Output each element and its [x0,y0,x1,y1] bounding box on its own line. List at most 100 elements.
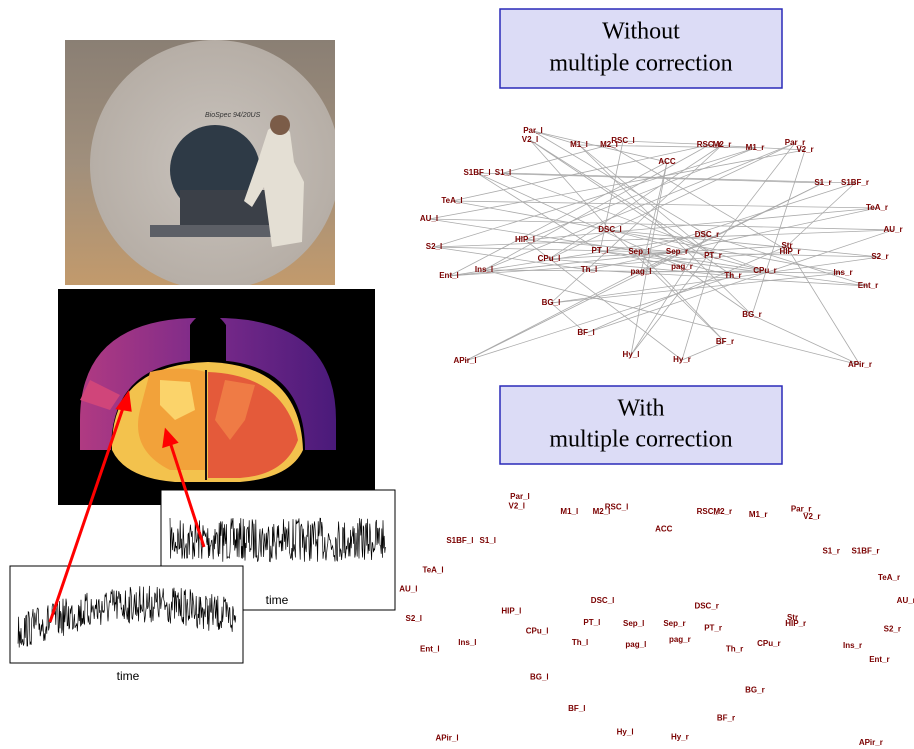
node-label: Par_l [510,492,530,501]
node-label: TeA_l [441,196,462,205]
node-label: PT_l [583,618,600,627]
axis-label: time [266,593,289,607]
time-series: time time [10,490,395,683]
panel-title: multiple correction [549,51,732,77]
node-label: M1_l [570,140,588,149]
node-label: RSC_l [605,503,629,512]
node-label: M1_r [746,143,765,152]
node-label: Hy_r [671,733,689,742]
node-label: APir_r [848,360,872,369]
node-label: M2_r [713,507,732,516]
node-label: DSC_l [598,225,622,234]
scanner-brand: BioSpec 94/20US [205,112,261,119]
panel-title: With [617,396,664,422]
node-label: HIP_l [515,235,535,244]
node-label: pag_r [669,635,691,644]
node-label: pag_r [671,262,693,271]
node-label: S1BF_l [446,536,473,545]
node-label: APir_l [435,734,458,743]
node-label: pag_l [631,267,652,276]
brain-atlas [58,289,375,505]
node-label: AU_r [897,596,914,605]
node-label: Ins_l [475,265,493,274]
node-label: TeA_r [878,573,900,582]
node-label: APir_r [859,738,883,747]
node-label: BF_r [716,337,734,346]
node-label: S1_r [822,547,839,556]
node-label: M1_r [749,510,768,519]
node-label: Th_l [581,265,597,274]
node-label: S2_r [871,252,888,261]
axis-label: time [117,669,140,683]
node-label: BG_r [745,685,765,694]
node-label: DSC_l [591,596,615,605]
scanner-photo: BioSpec 94/20US [65,40,340,290]
node-label: Ent_r [869,655,889,664]
node-label: APir_l [453,356,476,365]
node-label: Th_r [724,271,741,280]
node-label: S1BF_r [851,547,879,556]
node-label: BF_l [568,704,585,713]
node-label: TeA_r [866,203,888,212]
node-label: V2_r [796,145,813,154]
node-label: BG_l [530,673,549,682]
node-label: BF_r [717,714,735,723]
node-label: Hy_l [617,727,634,736]
node-label: BG_l [542,298,561,307]
node-label: Ins_r [833,268,852,277]
node-label: Sep_l [628,247,649,256]
node-label: S1_l [495,168,511,177]
edge [429,150,805,219]
edge [752,150,805,315]
node-label: BG_r [742,310,762,319]
node-label: CPu_r [753,266,777,275]
node-label: AU_l [399,585,417,594]
node-label: CPu_r [757,639,781,648]
node-label: TeA_l [422,566,443,575]
node-label: DSC_r [694,601,718,610]
node-label: pag_l [625,640,646,649]
node-label: Ins_r [843,641,862,650]
edge [477,173,682,267]
node-label: AU_r [883,225,902,234]
node-label: M1_l [560,507,578,516]
node-label: V2_l [522,135,538,144]
node-label: Ent_r [858,281,878,290]
node-label: Sep_l [623,619,644,628]
node-label: S1BF_l [463,168,490,177]
node-label: S2_r [884,624,901,633]
node-label: Sep_r [666,247,688,256]
node-label: Ent_l [439,271,459,280]
node-label: DSC_r [695,230,719,239]
node-label: M2_r [713,140,732,149]
node-label: Sep_r [663,619,685,628]
node-label: Ins_l [458,638,476,647]
node-label: V2_l [509,502,525,511]
node-label: Hy_r [673,355,691,364]
node-label: PT_l [592,246,609,255]
edge [452,201,877,208]
node-label: S1_r [814,178,831,187]
node-label: RSC_l [611,136,635,145]
node-label: Ent_l [420,644,440,653]
node-label: S1BF_r [841,178,869,187]
node-label: S2_l [406,614,422,623]
node-label: Par_l [523,126,543,135]
node-label: BF_l [577,328,594,337]
node-label: ACC [658,157,676,166]
node-label: HIP_l [501,607,521,616]
edge [434,247,589,270]
node-label: S2_l [426,242,442,251]
node-label: PT_r [704,623,722,632]
title-box: With multiple correction [500,386,782,464]
edge [589,208,877,270]
node-label: S1_l [480,536,496,545]
edge [429,219,893,230]
network-nodes: Par_lV2_lM1_lM2_lRSC_lRSC_rM2_rM1_rPar_r… [399,492,914,747]
node-label: Str [787,613,798,622]
node-label: ACC [655,525,673,534]
node-label: CPu_l [526,627,549,636]
edge [484,270,860,365]
node-label: Th_l [572,638,588,647]
node-label: Str [781,241,792,250]
